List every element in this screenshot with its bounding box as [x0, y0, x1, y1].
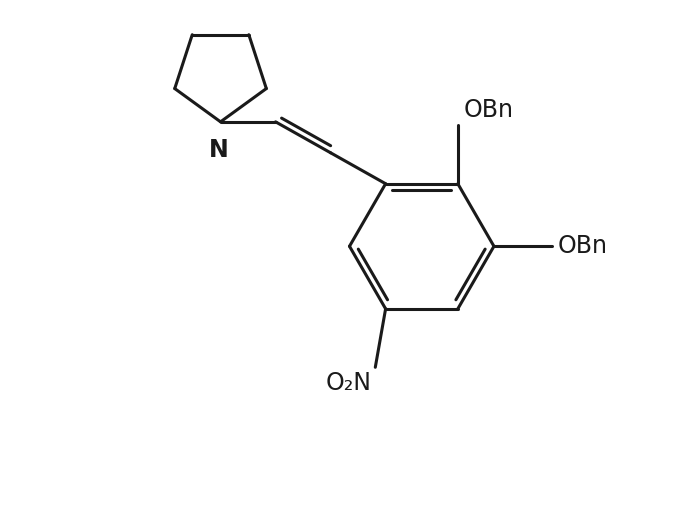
- Text: OBn: OBn: [558, 234, 608, 258]
- Text: OBn: OBn: [463, 98, 513, 122]
- Text: N: N: [208, 138, 229, 162]
- Text: O₂N: O₂N: [326, 371, 372, 395]
